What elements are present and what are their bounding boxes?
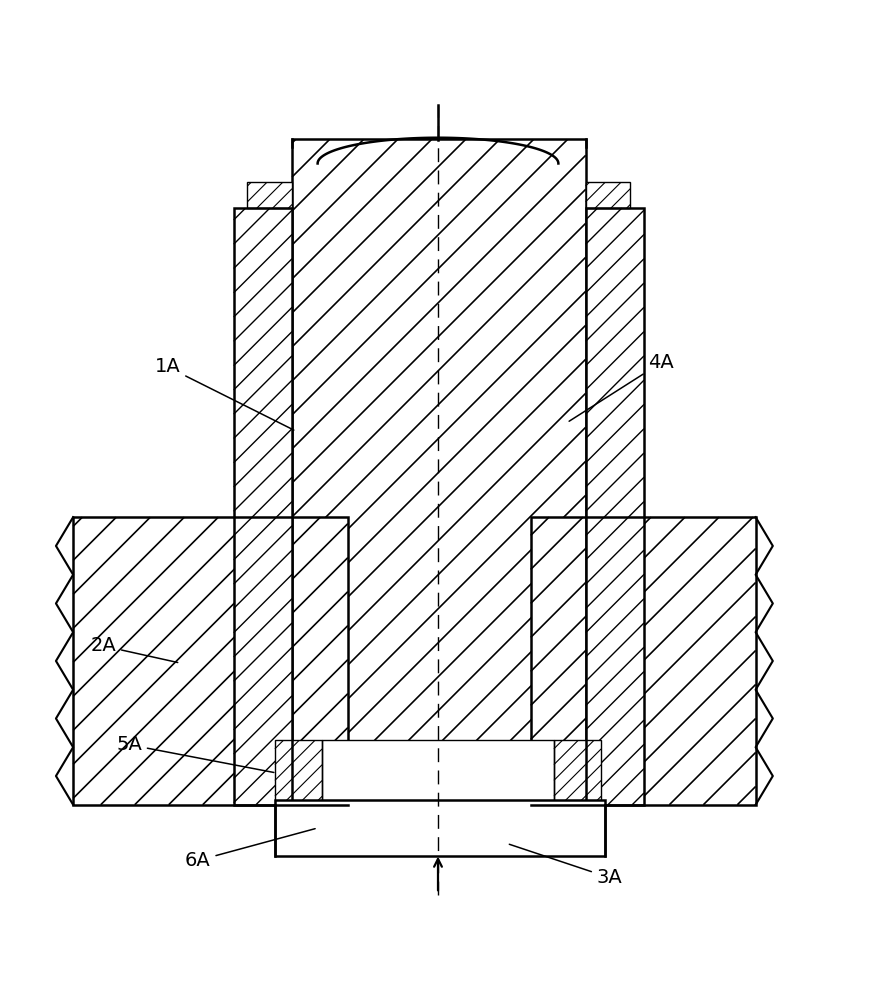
- Bar: [247, 182, 292, 208]
- Bar: [554, 740, 601, 805]
- Bar: [234, 208, 292, 805]
- Text: 3A: 3A: [509, 844, 623, 887]
- Text: 5A: 5A: [116, 735, 274, 772]
- Bar: [234, 208, 292, 805]
- Bar: [73, 517, 348, 805]
- Bar: [554, 740, 601, 805]
- Bar: [531, 517, 756, 805]
- Bar: [586, 208, 644, 805]
- Bar: [322, 740, 554, 805]
- Bar: [73, 517, 348, 805]
- Text: 1A: 1A: [155, 357, 293, 430]
- Bar: [275, 740, 322, 805]
- Text: 2A: 2A: [90, 636, 178, 663]
- Bar: [531, 517, 756, 805]
- Bar: [586, 208, 644, 805]
- Bar: [586, 182, 631, 208]
- Bar: [586, 182, 631, 208]
- Text: 4A: 4A: [569, 353, 674, 421]
- Bar: [275, 740, 322, 805]
- Text: 6A: 6A: [185, 829, 315, 870]
- Bar: [292, 139, 586, 805]
- Bar: [292, 139, 586, 805]
- Bar: [275, 800, 605, 856]
- Bar: [247, 182, 292, 208]
